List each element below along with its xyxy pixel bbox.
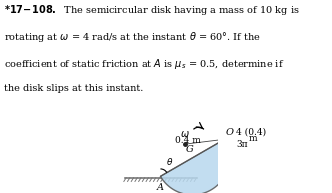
Text: 4 (0.4): 4 (0.4) — [236, 128, 266, 137]
Text: A: A — [157, 183, 164, 192]
Text: O: O — [226, 128, 234, 137]
Text: coefficient of static friction at $A$ is $\mu_s$ = 0.5, determine if: coefficient of static friction at $A$ is… — [4, 57, 284, 71]
Text: 0.4 m: 0.4 m — [175, 136, 201, 145]
Polygon shape — [160, 139, 230, 193]
Text: $\mathbf{*17\!-\!108.}$  The semicircular disk having a mass of 10 kg is: $\mathbf{*17\!-\!108.}$ The semicircular… — [4, 3, 300, 17]
Text: the disk slips at this instant.: the disk slips at this instant. — [4, 84, 143, 93]
Text: m: m — [248, 134, 257, 143]
Text: $\theta$: $\theta$ — [166, 157, 173, 168]
Text: rotating at $\omega$ = 4 rad/s at the instant $\theta$ = 60$\degree$. If the: rotating at $\omega$ = 4 rad/s at the in… — [4, 30, 261, 44]
Text: 3π: 3π — [237, 140, 248, 149]
Text: $\omega$: $\omega$ — [180, 129, 190, 139]
Text: G: G — [186, 145, 194, 154]
